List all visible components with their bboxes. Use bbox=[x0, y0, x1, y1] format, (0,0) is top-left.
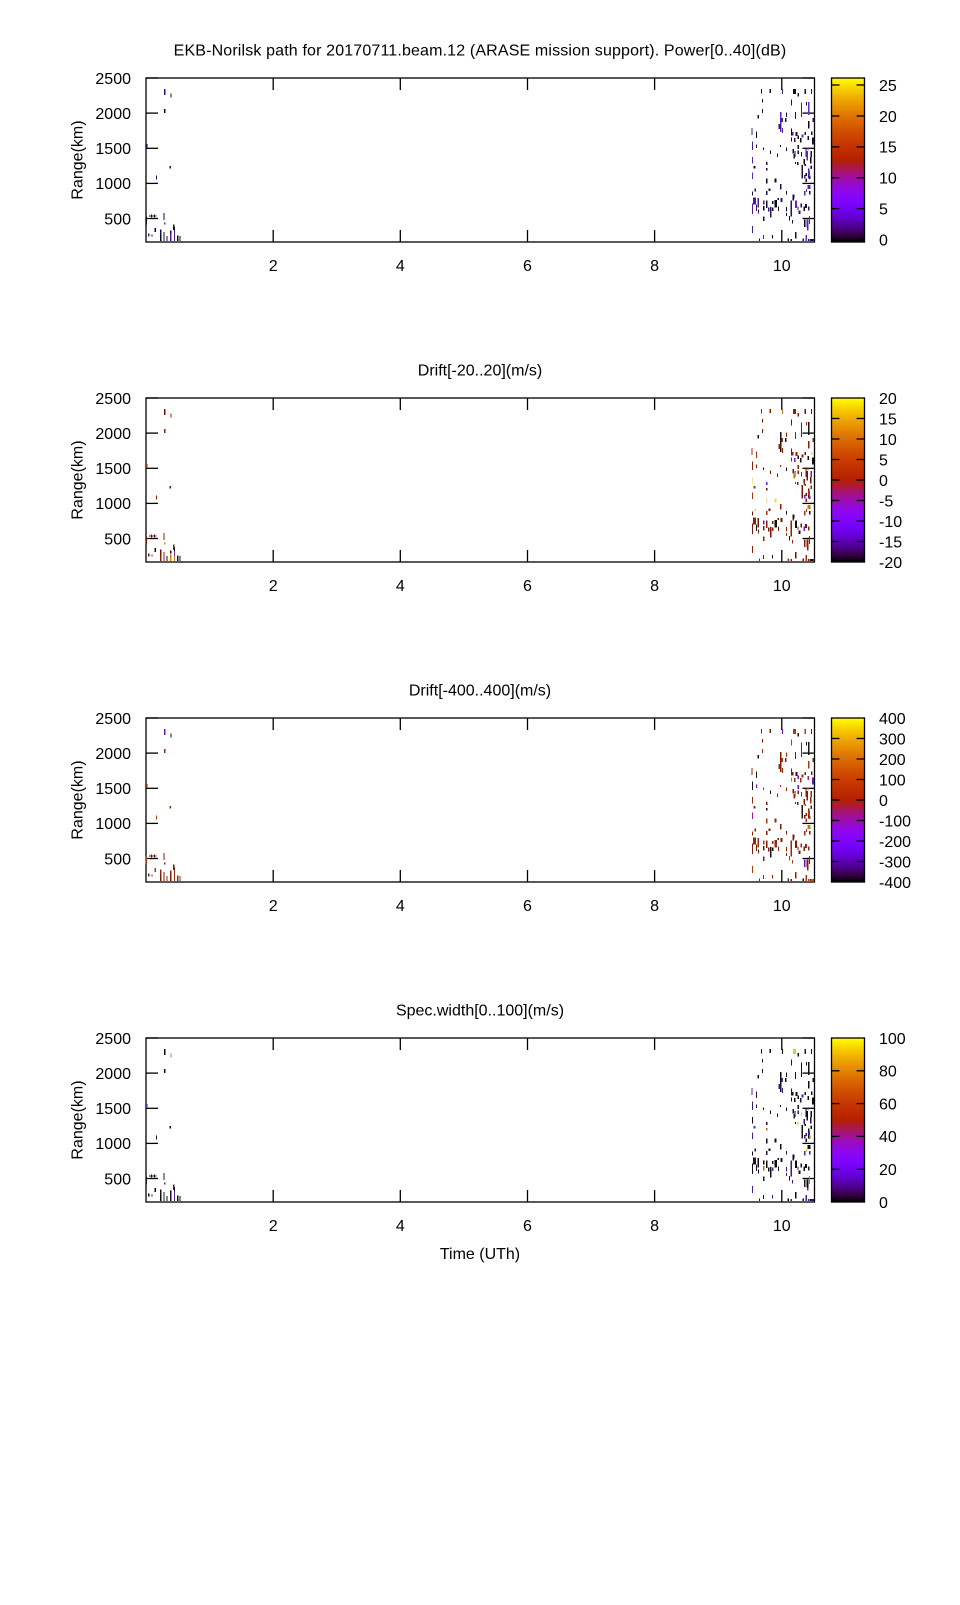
svg-text:2000: 2000 bbox=[95, 426, 131, 443]
svg-text:2500: 2500 bbox=[95, 391, 131, 408]
svg-text:25: 25 bbox=[879, 78, 897, 95]
svg-text:Drift[-400..400](m/s): Drift[-400..400](m/s) bbox=[409, 683, 551, 700]
svg-text:500: 500 bbox=[104, 211, 131, 228]
svg-text:-10: -10 bbox=[879, 514, 902, 531]
svg-text:5: 5 bbox=[879, 202, 888, 219]
svg-text:8: 8 bbox=[650, 258, 659, 275]
svg-text:0: 0 bbox=[879, 473, 888, 490]
svg-text:5: 5 bbox=[879, 452, 888, 469]
svg-text:2: 2 bbox=[269, 258, 278, 275]
svg-text:400: 400 bbox=[879, 711, 906, 728]
svg-text:2000: 2000 bbox=[95, 106, 131, 123]
svg-text:1500: 1500 bbox=[95, 461, 131, 478]
svg-text:4: 4 bbox=[396, 1218, 405, 1235]
svg-text:10: 10 bbox=[879, 171, 897, 188]
svg-text:1500: 1500 bbox=[95, 141, 131, 158]
svg-text:20: 20 bbox=[879, 391, 897, 408]
svg-text:-400: -400 bbox=[879, 875, 911, 892]
svg-text:-200: -200 bbox=[879, 834, 911, 851]
svg-text:500: 500 bbox=[104, 1171, 131, 1188]
svg-text:10: 10 bbox=[773, 258, 791, 275]
svg-text:0: 0 bbox=[879, 1195, 888, 1212]
svg-text:15: 15 bbox=[879, 140, 897, 157]
svg-text:4: 4 bbox=[396, 898, 405, 915]
svg-text:Range(km): Range(km) bbox=[70, 1080, 87, 1159]
svg-text:6: 6 bbox=[523, 578, 532, 595]
svg-text:2: 2 bbox=[269, 578, 278, 595]
svg-text:2500: 2500 bbox=[95, 711, 131, 728]
svg-text:300: 300 bbox=[879, 731, 906, 748]
svg-text:8: 8 bbox=[650, 578, 659, 595]
svg-text:20: 20 bbox=[879, 1162, 897, 1179]
svg-text:8: 8 bbox=[650, 1218, 659, 1235]
svg-text:4: 4 bbox=[396, 258, 405, 275]
svg-text:2000: 2000 bbox=[95, 746, 131, 763]
svg-text:15: 15 bbox=[879, 411, 897, 428]
svg-text:2000: 2000 bbox=[95, 1066, 131, 1083]
svg-text:2: 2 bbox=[269, 898, 278, 915]
svg-text:1500: 1500 bbox=[95, 781, 131, 798]
svg-text:1000: 1000 bbox=[95, 816, 131, 833]
svg-text:10: 10 bbox=[773, 578, 791, 595]
svg-text:EKB-Norilsk path for 20170711.: EKB-Norilsk path for 20170711.beam.12 (A… bbox=[174, 43, 787, 60]
svg-text:Range(km): Range(km) bbox=[70, 120, 87, 199]
svg-text:-300: -300 bbox=[879, 854, 911, 871]
svg-text:500: 500 bbox=[104, 851, 131, 868]
svg-text:6: 6 bbox=[523, 898, 532, 915]
svg-text:2500: 2500 bbox=[95, 1031, 131, 1048]
svg-text:6: 6 bbox=[523, 1218, 532, 1235]
svg-text:1000: 1000 bbox=[95, 1136, 131, 1153]
svg-text:2500: 2500 bbox=[95, 71, 131, 88]
svg-text:500: 500 bbox=[104, 531, 131, 548]
svg-text:Range(km): Range(km) bbox=[70, 440, 87, 519]
svg-text:8: 8 bbox=[650, 898, 659, 915]
svg-text:4: 4 bbox=[396, 578, 405, 595]
svg-text:10: 10 bbox=[773, 1218, 791, 1235]
svg-text:Drift[-20..20](m/s): Drift[-20..20](m/s) bbox=[418, 363, 542, 380]
svg-text:20: 20 bbox=[879, 109, 897, 126]
svg-text:80: 80 bbox=[879, 1064, 897, 1081]
svg-text:-5: -5 bbox=[879, 493, 893, 510]
svg-text:-20: -20 bbox=[879, 555, 902, 572]
svg-text:60: 60 bbox=[879, 1096, 897, 1113]
svg-text:Time (UTh): Time (UTh) bbox=[440, 1246, 520, 1263]
svg-text:1500: 1500 bbox=[95, 1101, 131, 1118]
svg-text:-100: -100 bbox=[879, 813, 911, 830]
svg-text:200: 200 bbox=[879, 752, 906, 769]
svg-text:1000: 1000 bbox=[95, 496, 131, 513]
svg-text:10: 10 bbox=[879, 432, 897, 449]
svg-text:-15: -15 bbox=[879, 534, 902, 551]
svg-text:0: 0 bbox=[879, 793, 888, 810]
svg-text:40: 40 bbox=[879, 1129, 897, 1146]
svg-text:10: 10 bbox=[773, 898, 791, 915]
svg-text:1000: 1000 bbox=[95, 176, 131, 193]
svg-text:0: 0 bbox=[879, 232, 888, 249]
svg-text:100: 100 bbox=[879, 772, 906, 789]
svg-text:2: 2 bbox=[269, 1218, 278, 1235]
svg-text:100: 100 bbox=[879, 1031, 906, 1048]
svg-text:6: 6 bbox=[523, 258, 532, 275]
svg-text:Range(km): Range(km) bbox=[70, 760, 87, 839]
svg-text:Spec.width[0..100](m/s): Spec.width[0..100](m/s) bbox=[396, 1003, 564, 1020]
